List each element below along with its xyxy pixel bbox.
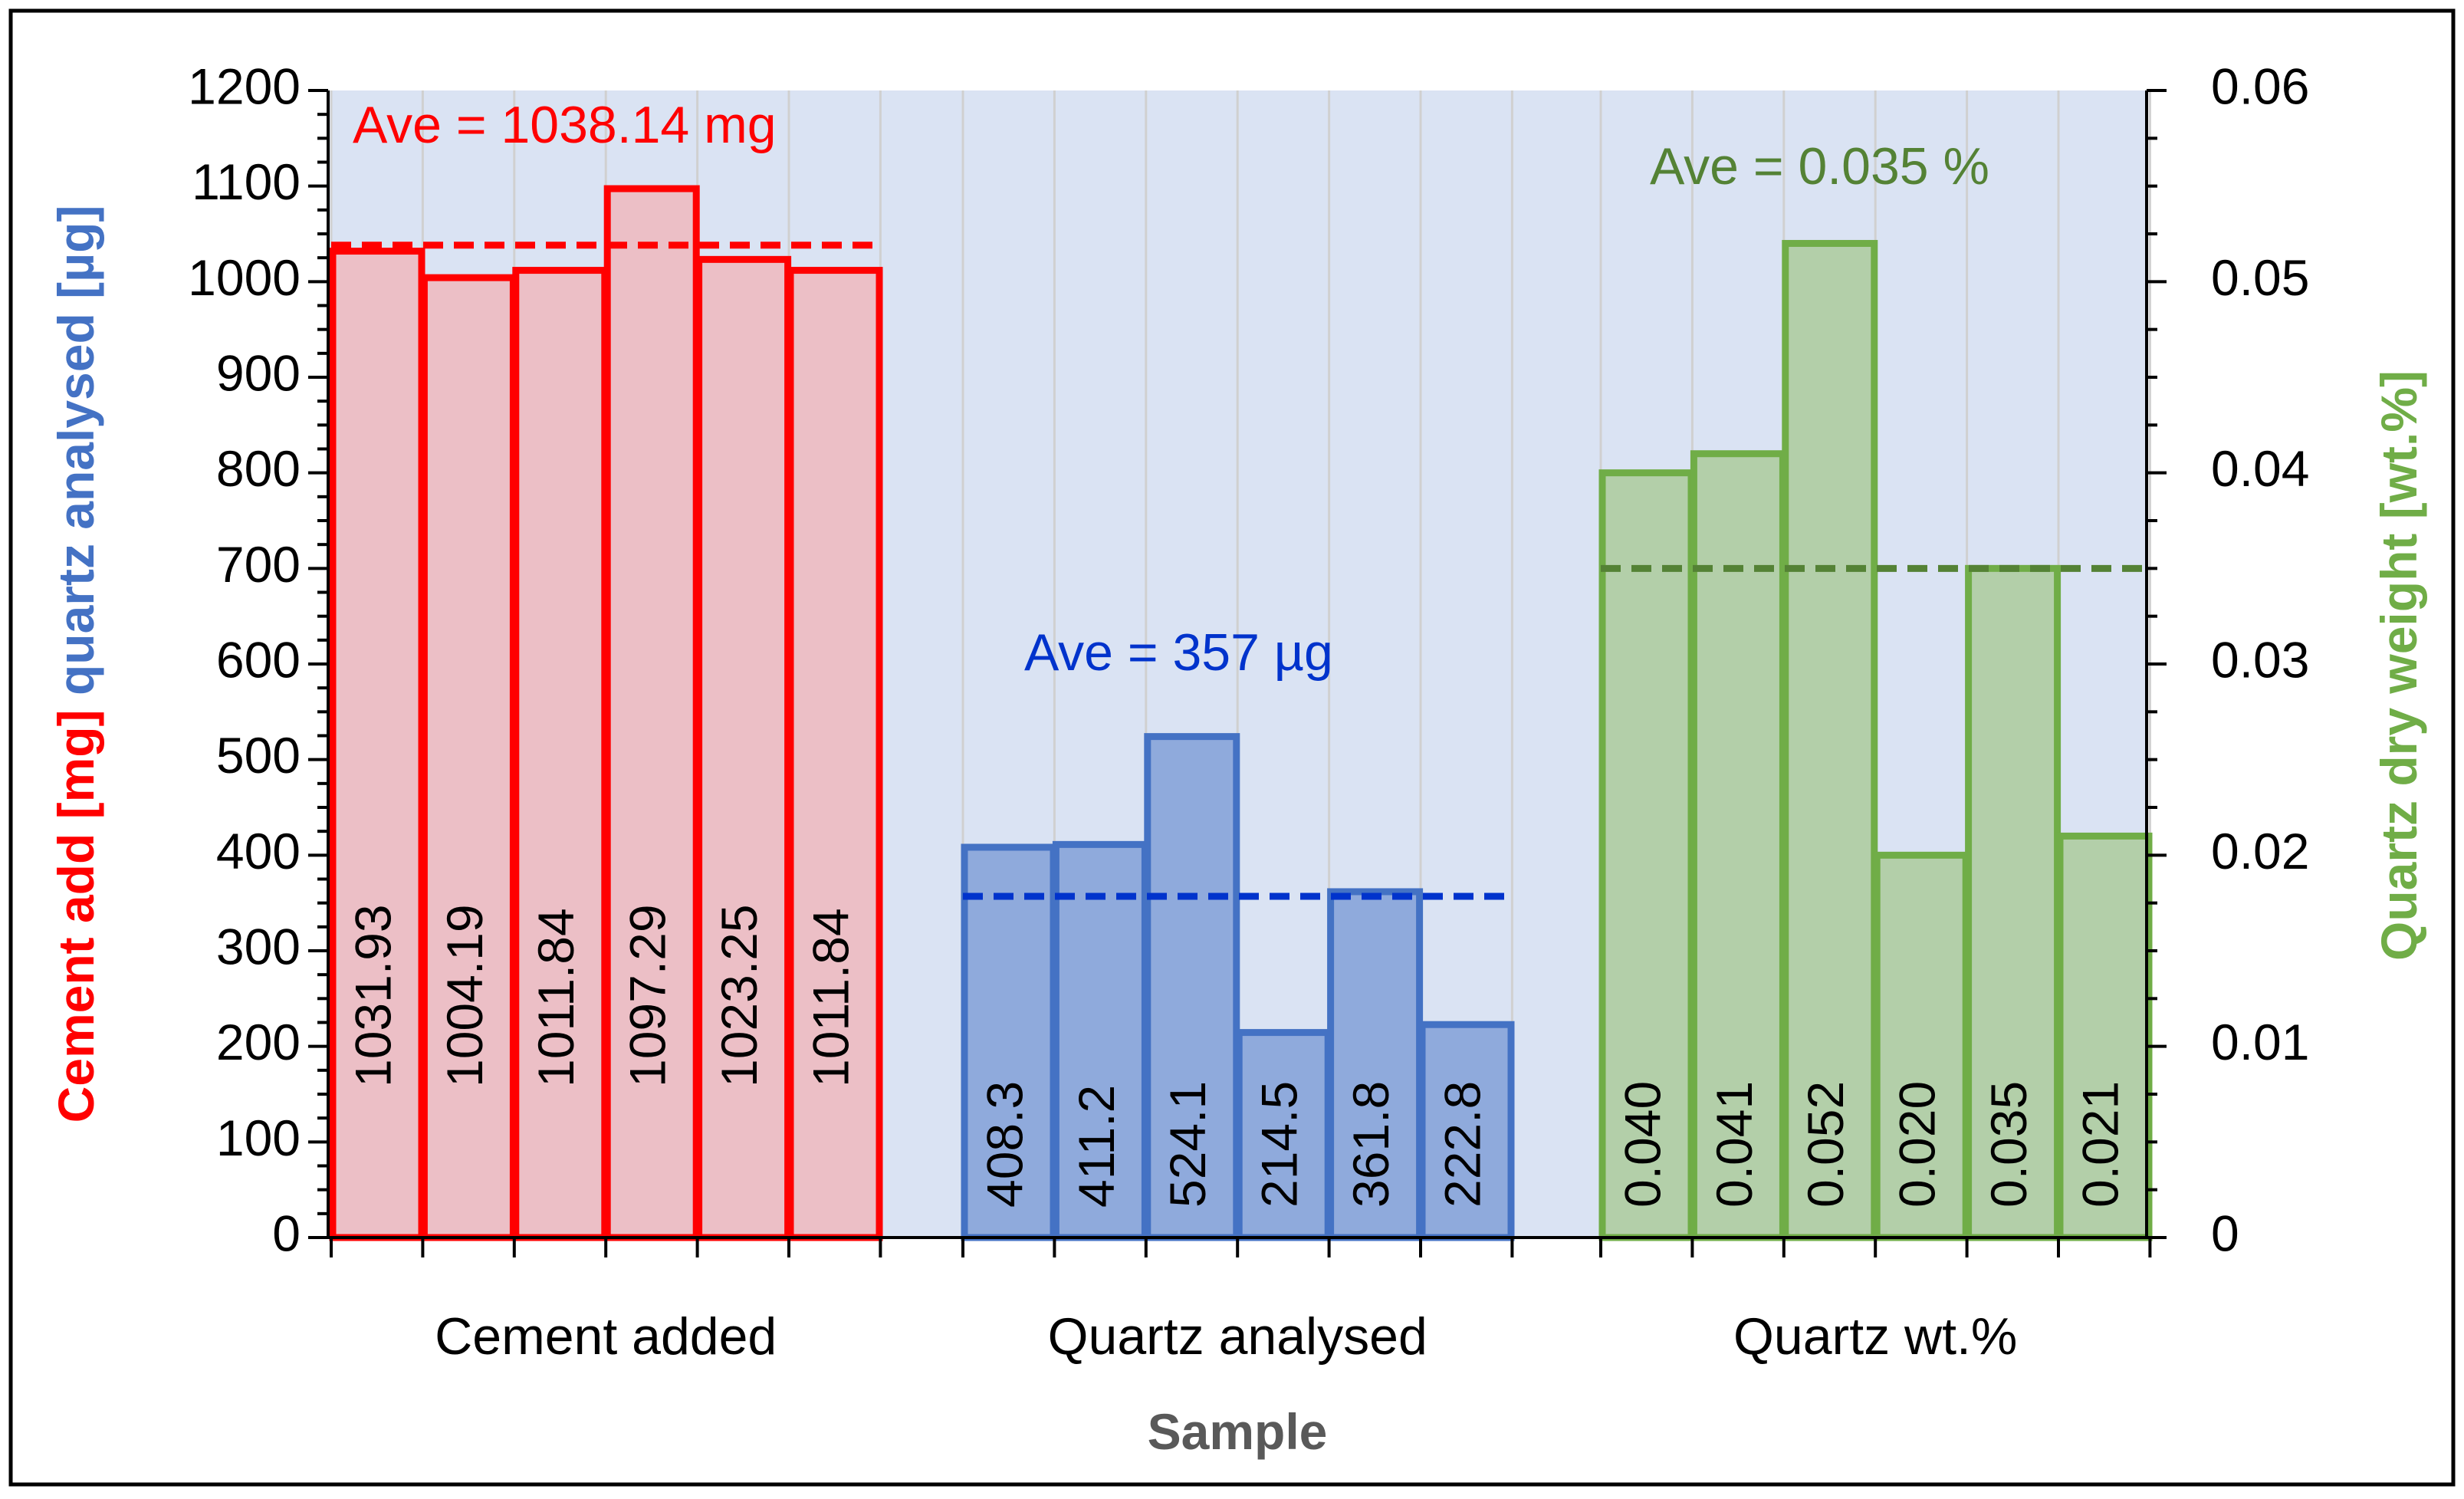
quartz-bar (1418, 1021, 1515, 1241)
quartz-bar (1327, 888, 1424, 1241)
wt-average-label: Ave = 0.035 % (1650, 137, 1989, 196)
left-tick-label: 300 (216, 918, 301, 975)
quartz-average-label: Ave = 357 µg (1024, 623, 1333, 682)
cement-average-label: Ave = 1038.14 mg (353, 96, 777, 154)
left-tick-label: 1100 (192, 153, 301, 210)
right-tick-label: 0.03 (2211, 631, 2309, 688)
wt-bar (2056, 832, 2153, 1241)
wt-bar (1782, 239, 1878, 1241)
bar-labels: 1031.93 1004.19 1011.84 1097.29 1023.25 1011.… (344, 904, 2128, 1208)
group-label: Quartz wt.% (1733, 1307, 2017, 1366)
right-tick-label: 0.02 (2211, 823, 2309, 879)
wt-bar-value-label: 0.021 (2071, 1081, 2128, 1208)
wt-bar-value-label: 0.035 (1980, 1081, 2037, 1208)
left-tick-label: 1000 (188, 249, 301, 306)
wt-bar-value-label: 0.041 (1706, 1081, 1763, 1208)
wt-bar-value-label: 0.020 (1889, 1081, 1946, 1208)
left-tick-label: 900 (216, 344, 301, 401)
cement-bar (787, 267, 883, 1241)
right-tick-label: 0.06 (2211, 58, 2309, 114)
right-tick-label: 0.05 (2211, 249, 2309, 306)
wt-bar (1598, 469, 1695, 1241)
quartz-bar (1144, 733, 1240, 1241)
cement-bar-value-label: 1097.29 (619, 904, 676, 1087)
cement-bar (329, 248, 425, 1241)
left-tick-label: 0 (272, 1205, 301, 1261)
wt-bar-value-label: 0.052 (1797, 1081, 1854, 1208)
wt-bar-value-label: 0.040 (1614, 1081, 1671, 1208)
quartz-bar-value-label: 214.5 (1251, 1081, 1308, 1208)
axis-labels: Ave = 1038.14 mg Cement added Ave = 357 µg… (48, 58, 2427, 1460)
right-tick-label: 0.01 (2211, 1014, 2309, 1070)
quartz-bar (1235, 1029, 1332, 1241)
left-axis-title-part: quartz analysed [µg] (48, 205, 104, 710)
left-tick-label: 100 (216, 1109, 301, 1166)
left-tick-label: 700 (216, 536, 301, 593)
group-label: Quartz analysed (1048, 1307, 1427, 1366)
left-axis-title-part: Cement add [mg] (48, 709, 104, 1123)
group-label: Cement added (435, 1307, 777, 1366)
quartz-bar-value-label: 222.8 (1434, 1081, 1490, 1208)
right-tick-label: 0 (2211, 1205, 2239, 1261)
cement-bar (695, 255, 792, 1241)
quartz-bar-value-label: 361.8 (1342, 1081, 1399, 1208)
left-tick-label: 800 (216, 440, 301, 497)
right-tick-label: 0.04 (2211, 440, 2309, 497)
quartz-bar (961, 843, 1057, 1241)
left-axis-title: Cement add [mg] quartz analysed [µg] (48, 205, 104, 1123)
cement-bar-value-label: 1004.19 (436, 904, 493, 1087)
cement-bar (512, 267, 609, 1241)
axes (308, 89, 2167, 1257)
left-tick-label: 500 (216, 727, 301, 784)
right-axis-title: Quartz dry weight [wt.%] (2370, 370, 2427, 961)
cement-bar-value-label: 1011.84 (802, 908, 859, 1087)
bars (329, 185, 2153, 1241)
cement-bar-value-label: 1011.84 (527, 908, 584, 1087)
cement-bar-value-label: 1023.25 (711, 904, 767, 1087)
left-tick-label: 200 (216, 1014, 301, 1070)
quartz-bar-value-label: 411.2 (1068, 1085, 1125, 1208)
cement-bar-value-label: 1031.93 (344, 904, 401, 1087)
quartz-bar-value-label: 524.1 (1159, 1081, 1216, 1208)
quartz-bar-value-label: 408.3 (976, 1081, 1033, 1208)
x-axis-title: Sample (1148, 1403, 1328, 1460)
left-tick-label: 400 (216, 823, 301, 879)
cement-bar (420, 274, 517, 1241)
left-tick-label: 600 (216, 631, 301, 688)
left-tick-label: 1200 (188, 58, 301, 114)
quartz-bar (1052, 840, 1148, 1241)
